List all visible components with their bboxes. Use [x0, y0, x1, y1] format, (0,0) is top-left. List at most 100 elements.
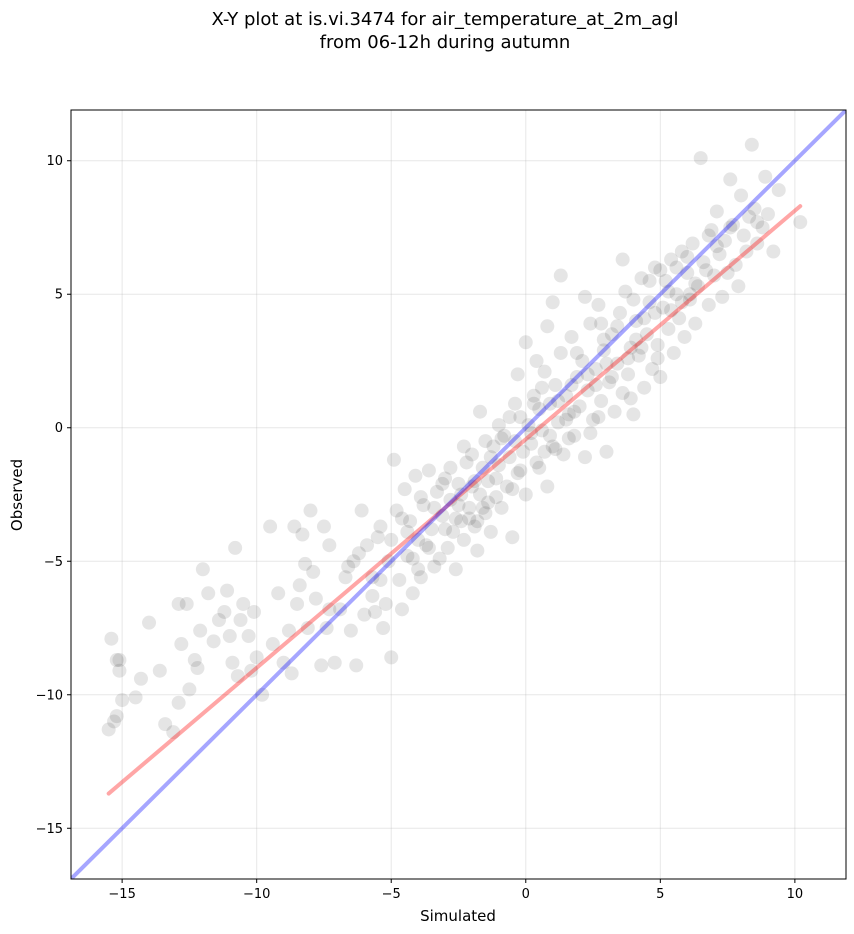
scatter-point [567, 428, 582, 443]
scatter-point [623, 391, 638, 406]
scatter-point [217, 604, 232, 619]
scatter-point [376, 621, 391, 636]
scatter-point [594, 316, 609, 331]
y-tick-label: 5 [55, 288, 63, 303]
scatter-point [228, 540, 243, 555]
scatter-point [349, 658, 364, 673]
scatter-point [631, 348, 646, 363]
scatter-point [553, 268, 568, 283]
scatter-point [284, 666, 299, 681]
scatter-point [677, 329, 692, 344]
scatter-point [405, 586, 420, 601]
scatter-point [222, 629, 237, 644]
scatter-point [586, 412, 601, 427]
scatter-point [650, 337, 665, 352]
scatter-point [142, 615, 157, 630]
scatter-point [634, 271, 649, 286]
scatter-point [448, 511, 463, 526]
scatter-point [621, 367, 636, 382]
scatter-point [497, 428, 512, 443]
scatter-point [171, 596, 186, 611]
scatter-point [308, 591, 323, 606]
scatter-point [319, 621, 334, 636]
scatter-point [384, 650, 399, 665]
scatter-point [263, 519, 278, 534]
x-tick-label: −15 [108, 887, 135, 902]
scatter-point [653, 370, 668, 385]
scatter-point [701, 297, 716, 312]
scatter-point [276, 655, 291, 670]
scatter-point [755, 220, 770, 235]
scatter-point [615, 386, 630, 401]
scatter-point [680, 265, 695, 280]
scatter-point [564, 329, 579, 344]
scatter-point [688, 316, 703, 331]
scatter-point [682, 287, 697, 302]
scatter-point [771, 183, 786, 198]
scatter-point [481, 495, 496, 510]
scatter-point [473, 487, 488, 502]
scatter-point [244, 663, 259, 678]
scatter-point [688, 276, 703, 291]
grid-lines [71, 110, 846, 879]
scatter-point [750, 215, 765, 230]
scatter-point [373, 572, 388, 587]
scatter-point [478, 434, 493, 449]
scatter-point [669, 287, 684, 302]
scatter-point [524, 426, 539, 441]
scatter-point [491, 458, 506, 473]
scatter-point [731, 279, 746, 294]
scatter-point [438, 522, 453, 537]
scatter-point [596, 332, 611, 347]
scatter-point [690, 279, 705, 294]
scatter-point [529, 353, 544, 368]
scatter-point [373, 519, 388, 534]
scatter-point [580, 383, 595, 398]
scatter-point [693, 151, 708, 166]
scatter-point [621, 351, 636, 366]
chart-title-line-2: from 06-12h during autumn [320, 32, 571, 53]
scatter-point [664, 303, 679, 318]
scatter-point [419, 538, 434, 553]
x-tick-label: −10 [243, 887, 270, 902]
scatter-point [664, 252, 679, 267]
scatter-point [306, 564, 321, 579]
scatter-point [728, 257, 743, 272]
scatter-point [793, 215, 808, 230]
scatter-point [591, 410, 606, 425]
scatter-point [647, 305, 662, 320]
scatter-point [230, 669, 245, 684]
scatter-point [532, 402, 547, 417]
scatter-point [661, 284, 676, 299]
scatter-point [384, 532, 399, 547]
y-tick-label: 10 [46, 154, 63, 169]
scatter-point [454, 487, 469, 502]
scatter-point [599, 444, 614, 459]
scatter-point [647, 260, 662, 275]
scatter-point [322, 602, 337, 617]
scatter-point [502, 450, 517, 465]
scatter-point [109, 709, 124, 724]
scatter-point [685, 236, 700, 251]
scatter-point [510, 466, 525, 481]
scatter-point [526, 396, 541, 411]
scatter-point [607, 404, 622, 419]
scatter-point [413, 490, 428, 505]
scatter-point [532, 460, 547, 475]
scatter-point [459, 455, 474, 470]
scatter-point [333, 602, 348, 617]
scatter-point [637, 311, 652, 326]
scatter-point [190, 661, 205, 676]
scatter-points [101, 137, 808, 740]
scatter-point [220, 583, 235, 598]
scatter-point [292, 578, 307, 593]
scatter-point [626, 407, 641, 422]
scatter-point [421, 540, 436, 555]
scatter-point [559, 388, 574, 403]
scatter-point [556, 447, 571, 462]
scatter-point [389, 503, 404, 518]
scatter-point [365, 588, 380, 603]
scatter-point [104, 631, 119, 646]
scatter-point [540, 479, 555, 494]
scatter-point [424, 522, 439, 537]
